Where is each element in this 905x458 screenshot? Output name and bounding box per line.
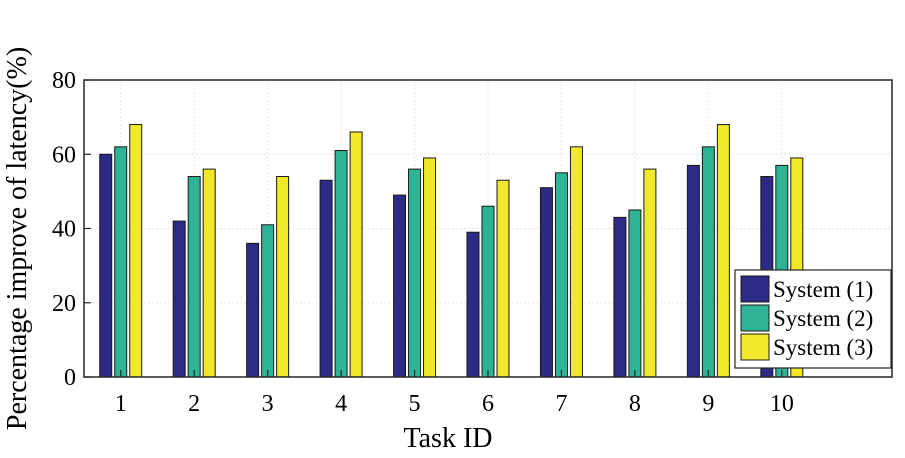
- bar: [628, 209, 642, 378]
- bar-series: [99, 124, 804, 378]
- bar: [613, 216, 627, 378]
- x-tick-label: 10: [770, 391, 794, 417]
- bar: [408, 168, 422, 378]
- y-axis-ticks: 0 20 40 60 80: [52, 68, 91, 391]
- y-tick-label: 0: [64, 365, 76, 391]
- bar: [349, 131, 363, 378]
- y-tick-label: 40: [52, 217, 76, 243]
- x-tick-label: 2: [188, 391, 200, 417]
- bar: [716, 124, 730, 378]
- x-tick-label: 8: [629, 391, 641, 417]
- legend-label: System (2): [773, 306, 873, 331]
- x-tick-label: 9: [702, 391, 714, 417]
- bar: [276, 176, 290, 378]
- y-tick-label: 80: [52, 68, 76, 94]
- bar: [319, 179, 333, 378]
- legend-label: System (3): [773, 335, 873, 360]
- bar: [496, 179, 510, 378]
- y-tick-label: 60: [52, 142, 76, 168]
- legend-swatch: [740, 275, 770, 303]
- bar: [114, 146, 128, 378]
- bar: [172, 220, 186, 378]
- bar: [481, 205, 495, 378]
- y-tick-label: 20: [52, 291, 76, 317]
- bar: [187, 176, 201, 378]
- bar: [334, 150, 348, 378]
- bar: [99, 153, 113, 378]
- bar: [423, 157, 437, 378]
- bar: [643, 168, 657, 378]
- bar: [202, 168, 216, 378]
- x-tick-label: 5: [409, 391, 421, 417]
- bar: [261, 224, 275, 378]
- bar: [569, 146, 583, 378]
- x-tick-label: 6: [482, 391, 494, 417]
- y-axis-label: Percentage improve of latency(%): [2, 47, 33, 430]
- bar: [393, 194, 407, 378]
- bar: [701, 146, 715, 378]
- bar: [686, 164, 700, 378]
- x-axis-ticks: 1 2 3 4 5 6 7 8 9 10: [115, 370, 794, 417]
- legend-swatch: [740, 333, 770, 361]
- legend: System (1) System (2) System (3): [734, 269, 892, 369]
- bar: [466, 231, 480, 378]
- bar: [539, 187, 553, 378]
- bar: [129, 124, 143, 378]
- x-tick-label: 3: [262, 391, 274, 417]
- x-axis-label: Task ID: [403, 423, 492, 454]
- x-tick-label: 4: [335, 391, 347, 417]
- x-tick-label: 7: [555, 391, 567, 417]
- legend-label: System (1): [773, 277, 873, 302]
- legend-swatch: [740, 304, 770, 332]
- x-tick-label: 1: [115, 391, 127, 417]
- bar: [554, 172, 568, 378]
- bar: [246, 242, 260, 378]
